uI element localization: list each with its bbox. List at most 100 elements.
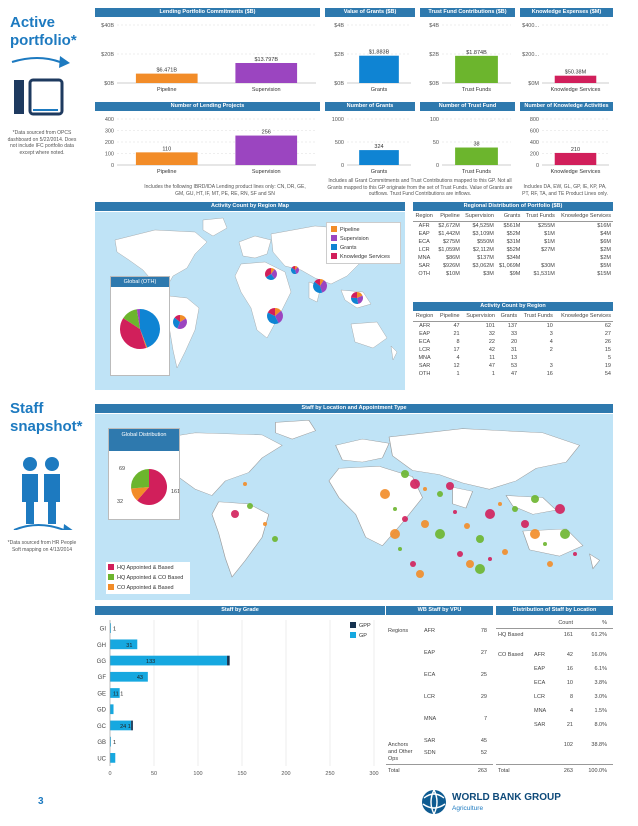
nlend-data-label: 110 <box>162 146 171 152</box>
table-cell: 8 <box>456 339 460 345</box>
grade-category-label: GB <box>97 740 106 746</box>
table-cell: $16M <box>597 223 611 229</box>
table-cell: $3,062M <box>472 263 494 269</box>
grade-chart: 0 50 100 150 200 250 300 GI 1 GH 31 GG 133 GF 43 GE 11 1… <box>97 620 379 777</box>
vpu-count: 78 <box>480 628 487 634</box>
grade-category-label: GD <box>97 708 107 714</box>
grade-bar-gp <box>110 753 116 763</box>
table-cell <box>519 354 555 362</box>
table-cell: 42 <box>488 347 495 353</box>
table-cell: $52M <box>506 231 521 237</box>
nks-chart: 0 200 400 600 800 210 Knowledge Services <box>530 117 609 175</box>
table-cell: ECA <box>418 339 431 345</box>
table-cell: $926M <box>442 263 460 269</box>
legend-hq: HQ Appointed & Based <box>108 564 174 571</box>
dist-hq-pct: 61.2% <box>591 632 607 638</box>
table-row: OTH 1 1 47 16 54 <box>413 370 613 378</box>
grade-bar-gp <box>110 720 132 731</box>
nks-tick-label: 200 <box>530 152 539 158</box>
region-mini-pie-slice <box>295 266 298 270</box>
table-cell: 4 <box>456 355 460 361</box>
acttable-header-cell: Knowledge Services <box>554 313 613 322</box>
table-row: LCR 17 42 31 2 15 <box>413 346 613 354</box>
table-cell: 1 <box>491 371 495 377</box>
grade-data-label: 1 <box>113 627 116 633</box>
region-mini-pie-slice <box>357 295 363 304</box>
vpu-divider <box>386 764 493 765</box>
region-mini-pie-slice <box>177 318 187 329</box>
pie-label-co: 32 <box>117 499 123 505</box>
table-cell: LCR <box>418 247 430 253</box>
ngrants-tick-label: 500 <box>335 140 344 146</box>
dist-total-label: Total <box>498 768 510 774</box>
dist-co-pct: 6.1% <box>594 666 607 672</box>
grade-data-label: 24 1 <box>120 724 131 730</box>
ngrants-data-label: 324 <box>374 144 383 150</box>
dist-hq-count: 161 <box>563 632 573 638</box>
grade-tick-label: 100 <box>193 771 202 777</box>
dist-co-pct: 3.0% <box>594 694 607 700</box>
staff-location-dot <box>393 507 397 511</box>
legend-hqco: HQ Appointed & CO Based <box>108 574 183 581</box>
dist-co-pct: 3.8% <box>594 680 607 686</box>
grade-bar-gp <box>110 655 228 666</box>
staff-location-dot <box>485 509 495 519</box>
regtable-header-cell: Knowledge Services <box>556 213 613 222</box>
pie-label-hqco: 69 <box>119 466 125 472</box>
staff-location-dot <box>272 536 278 542</box>
staff-location-dot <box>573 552 577 556</box>
global-oth-slice <box>136 309 140 329</box>
vpu-region: AFR <box>424 628 435 634</box>
table-row: AFR 47 101 137 10 62 <box>413 322 613 331</box>
grade-tick-label: 300 <box>369 771 378 777</box>
region-mini-pie-slice <box>267 312 279 324</box>
table-cell: $15M <box>597 271 611 277</box>
table-cell: 5 <box>607 355 611 361</box>
dist-co-region: ECA <box>534 680 546 686</box>
table-row: SAR 12 47 53 3 19 <box>413 362 613 370</box>
map2-land <box>388 428 581 490</box>
dist-total-count: 263 <box>563 768 573 774</box>
ngrants-tick-label: 1000 <box>332 117 344 123</box>
staff-location-dot <box>488 557 492 561</box>
dist-title: Distribution of Staff by Location <box>496 606 613 615</box>
table-row: MNA $86M $137M $34M $2M <box>413 254 613 262</box>
map1-title: Activity Count by Region Map <box>95 202 405 211</box>
region-mini-pie-slice <box>291 267 297 274</box>
trust-tick-label: $0B <box>429 81 439 87</box>
lending-bar <box>235 62 298 83</box>
region-mini-pie-slice <box>320 279 324 286</box>
grade-category-label: GI <box>100 627 107 633</box>
acttable-header-cell: Pipeline <box>436 313 462 322</box>
legend-pipeline: Pipeline <box>331 226 360 233</box>
ks-chart: $0M $200... $400... $50.38M Knowledge Servic… <box>522 23 609 93</box>
dist-co-region: EAP <box>534 666 546 672</box>
legend-gp: GP <box>359 633 367 639</box>
staff-location-dot <box>437 491 443 497</box>
map1-land <box>390 345 398 361</box>
global-oth-box: Global (OTH) <box>110 276 170 376</box>
region-mini-pie-slice <box>275 310 283 324</box>
ntrust-data-label: 38 <box>473 142 479 148</box>
table-cell: EAP <box>418 231 430 237</box>
staff-location-dot <box>402 516 408 522</box>
staff-location-dot <box>435 529 445 539</box>
nlend-tick-label: 300 <box>105 129 114 135</box>
dist-co-total-pct: 38.8% <box>591 742 607 748</box>
grade-category-label: GC <box>97 724 107 730</box>
vpu-count: 27 <box>480 650 487 656</box>
table-row: EAP $1,442M $3,109M $52M $1M $4M <box>413 230 613 238</box>
nlend-category-label: Supervision <box>252 169 281 175</box>
staff-location-dot <box>243 482 247 486</box>
staff-location-dot <box>446 482 454 490</box>
table-cell: $1M <box>544 231 555 237</box>
legend-co: CO Appointed & Based <box>108 584 174 591</box>
map1-land <box>238 235 272 259</box>
region-mini-pie-slice <box>351 292 357 298</box>
acttable-header-cell: Trust Funds <box>519 313 555 322</box>
global-oth-slice <box>140 329 148 349</box>
regtable-header-cell: Grants <box>495 213 523 222</box>
table-cell: 19 <box>604 363 611 369</box>
region-mini-pie-slice <box>357 292 363 298</box>
logo-text: WORLD BANK GROUP <box>452 792 561 803</box>
